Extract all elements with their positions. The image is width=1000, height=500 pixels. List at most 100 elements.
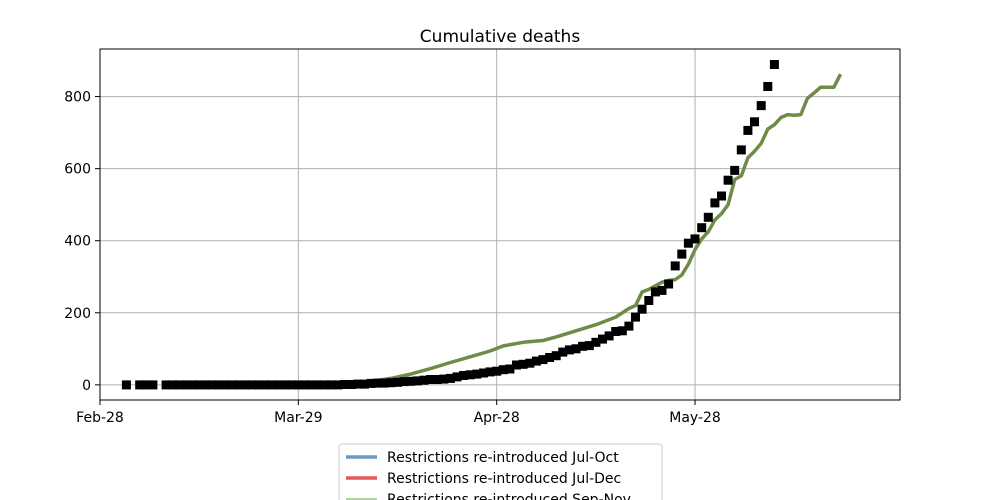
data-point-marker: [650, 287, 660, 297]
legend: Restrictions re-introduced Jul-Oct Restri…: [338, 443, 663, 500]
data-point-marker: [479, 368, 488, 378]
data-point-marker: [267, 380, 277, 390]
data-point-marker: [201, 380, 211, 390]
data-point-marker: [373, 378, 383, 388]
data-point-marker: [769, 60, 779, 69]
data-point-marker: [379, 378, 389, 388]
data-point-marker: [320, 380, 330, 390]
data-point-marker: [723, 175, 733, 185]
data-point-marker: [763, 82, 773, 91]
data-point-marker: [254, 380, 264, 390]
data-point-marker: [531, 356, 541, 366]
data-point-marker: [340, 380, 350, 389]
plot-frame: [99, 48, 901, 401]
data-point-marker: [604, 331, 614, 341]
data-point-marker: [300, 380, 310, 390]
data-point-marker: [591, 337, 601, 347]
x-tick-label: Feb-28: [76, 410, 124, 426]
data-point-marker: [406, 376, 416, 386]
data-point-marker: [657, 285, 667, 295]
y-tick-label: 200: [64, 306, 91, 322]
y-tick-label: 0: [82, 378, 91, 394]
grid-lines: [99, 49, 900, 400]
data-point-marker: [584, 341, 594, 351]
data-point-marker: [545, 353, 555, 362]
data-point-marker: [412, 376, 422, 386]
data-point-marker: [644, 296, 654, 305]
data-point-marker: [598, 334, 607, 344]
data-point-marker: [148, 380, 158, 390]
data-point-marker: [564, 345, 574, 355]
y-tick-label: 400: [64, 234, 91, 250]
data-point-marker: [717, 191, 726, 201]
data-point-marker: [360, 379, 369, 389]
data-point-marker: [399, 377, 409, 387]
data-point-marker: [492, 366, 502, 376]
data-point-marker: [624, 321, 634, 331]
data-point-marker: [214, 380, 224, 390]
data-point-marker: [743, 125, 753, 135]
data-point-marker: [181, 380, 191, 390]
data-point-marker: [697, 223, 707, 233]
data-point-marker: [459, 371, 469, 380]
data-point-marker: [637, 304, 647, 314]
x-tick-label: May-28: [669, 410, 721, 426]
data-point-marker: [631, 312, 640, 322]
data-point-marker: [247, 380, 257, 390]
data-point-marker: [366, 378, 376, 388]
data-point-marker: [498, 365, 508, 375]
x-tick-label: Mar-29: [274, 410, 322, 426]
data-point-marker: [260, 380, 270, 390]
data-point-marker: [525, 358, 535, 368]
data-point-marker: [293, 380, 303, 390]
data-point-marker: [664, 279, 674, 289]
data-point-marker: [353, 379, 363, 389]
data-point-marker: [194, 380, 204, 390]
data-point-marker: [538, 355, 548, 365]
data-point-marker: [518, 359, 528, 369]
data-point-marker: [287, 380, 297, 390]
data-point-marker: [188, 380, 198, 390]
data-point-marker: [307, 380, 317, 390]
data-point-marker: [419, 375, 429, 385]
data-point-marker: [756, 101, 766, 111]
axes: Feb-28 Mar-29 Apr-28 May-28 0 200 400 600 800: [64, 90, 721, 426]
x-tick-label: Apr-28: [474, 410, 520, 426]
data-point-marker: [274, 380, 283, 390]
data-point-marker: [677, 249, 687, 259]
legend-label: Restrictions re-introduced Sep-Nov: [387, 492, 631, 500]
data-point-marker: [690, 234, 700, 244]
data-point-marker: [313, 380, 323, 390]
data-point-marker: [346, 380, 356, 389]
data-point-marker: [207, 380, 217, 390]
data-point-marker: [617, 326, 627, 336]
data-point-marker: [234, 380, 244, 390]
series-layer: [121, 60, 843, 390]
data-point-marker: [505, 364, 515, 374]
data-point-marker: [280, 380, 290, 390]
data-point-marker: [141, 380, 151, 390]
data-point-marker: [326, 380, 336, 390]
y-tick-label: 800: [64, 90, 91, 106]
data-point-marker: [439, 374, 449, 384]
data-point-marker: [241, 380, 250, 390]
data-point-marker: [703, 212, 713, 222]
data-point-marker: [161, 380, 171, 390]
data-point-marker: [452, 372, 462, 382]
data-point-marker: [710, 198, 720, 208]
chart-title: Cumulative deaths: [420, 27, 581, 47]
data-point-marker: [121, 380, 131, 390]
data-point-marker: [168, 380, 178, 390]
data-point-marker: [333, 380, 343, 390]
data-point-marker: [512, 360, 521, 370]
data-point-marker: [670, 261, 680, 271]
data-point-marker: [472, 369, 482, 379]
series-line: [298, 73, 843, 387]
data-point-marker: [611, 327, 621, 336]
data-point-marker: [551, 351, 561, 361]
data-point-marker: [578, 341, 588, 351]
data-point-marker: [174, 380, 184, 390]
data-point-marker: [750, 117, 759, 127]
